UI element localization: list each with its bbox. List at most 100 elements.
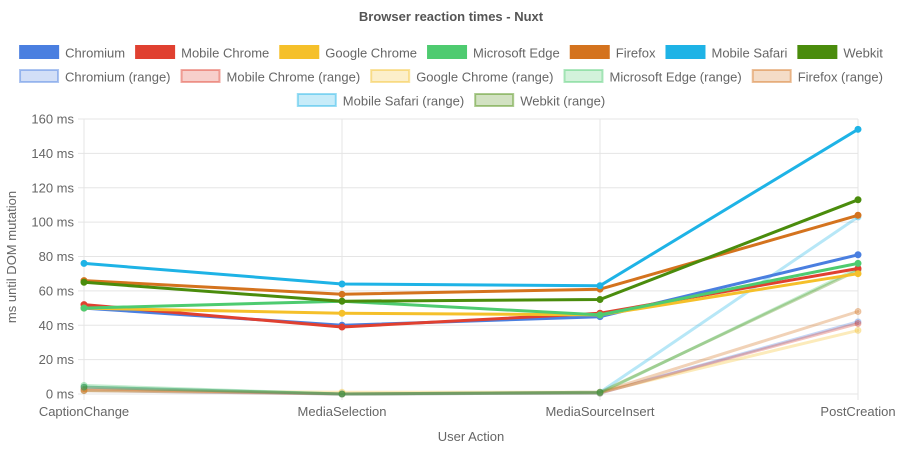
data-point xyxy=(80,259,88,267)
legend-swatch xyxy=(19,69,60,83)
series-line xyxy=(82,310,860,396)
legend-item-firefox[interactable]: Firefox xyxy=(569,45,656,61)
legend-label: Google Chrome (range) xyxy=(416,70,553,85)
series-firefox-range xyxy=(80,308,862,398)
series-line xyxy=(82,322,860,396)
legend-swatch xyxy=(569,45,610,59)
data-point xyxy=(854,270,862,278)
legend: Chromium Mobile Chrome Google Chrome Micros… xyxy=(19,45,883,109)
legend-item-google-chrome[interactable]: Google Chrome xyxy=(279,45,417,61)
data-point xyxy=(854,211,862,219)
legend-label: Mobile Safari xyxy=(711,46,787,61)
legend-item-webkit-range[interactable]: Webkit (range) xyxy=(474,93,605,109)
x-tick-label: CaptionChange xyxy=(39,404,129,419)
data-point xyxy=(80,387,88,395)
legend-item-webkit[interactable]: Webkit xyxy=(797,45,883,61)
legend-label: Microsoft Edge xyxy=(473,46,560,61)
data-point xyxy=(854,308,862,315)
x-tick-label: PostCreation xyxy=(820,404,895,419)
legend-item-chromium-range[interactable]: Chromium (range) xyxy=(19,69,171,85)
data-point xyxy=(80,304,88,312)
grid xyxy=(78,118,859,400)
legend-item-mobile-safari-range[interactable]: Mobile Safari (range) xyxy=(296,93,464,109)
data-point xyxy=(80,387,88,395)
legend-item-microsoft-edge[interactable]: Microsoft Edge xyxy=(427,45,560,61)
legend-swatch xyxy=(427,45,468,59)
series-line xyxy=(82,272,860,317)
legend-swatch xyxy=(180,69,221,83)
y-tick-label: 120 ms xyxy=(31,180,74,195)
data-point xyxy=(338,290,346,298)
legend-label: Webkit xyxy=(843,46,883,61)
data-point xyxy=(338,390,346,398)
legend-swatch xyxy=(296,93,337,107)
y-tick-label: 40 ms xyxy=(39,318,75,333)
legend-swatch xyxy=(370,69,411,83)
data-point xyxy=(854,125,862,133)
series-line xyxy=(82,198,860,303)
legend-item-firefox-range[interactable]: Firefox (range) xyxy=(751,69,883,85)
legend-item-microsoft-edge-range[interactable]: Microsoft Edge (range) xyxy=(563,69,742,85)
y-tick-label: 140 ms xyxy=(31,146,74,161)
data-point xyxy=(596,388,604,396)
legend-label: Google Chrome xyxy=(325,46,417,61)
data-point xyxy=(338,309,346,317)
legend-swatch xyxy=(563,69,604,83)
data-point xyxy=(80,387,88,395)
legend-label: Firefox xyxy=(616,46,656,61)
series-chromium-range xyxy=(80,318,862,398)
plot-area xyxy=(80,125,862,398)
data-point xyxy=(596,311,604,319)
x-axis: CaptionChange MediaSelection MediaSourceIn… xyxy=(39,404,896,419)
legend-label: Chromium xyxy=(65,46,125,61)
data-point xyxy=(338,280,346,288)
legend-label: Chromium (range) xyxy=(65,70,170,85)
data-point xyxy=(80,381,88,389)
series-line xyxy=(82,261,860,317)
series-line xyxy=(82,267,860,396)
legend-label: Mobile Safari (range) xyxy=(343,94,464,109)
legend-swatch xyxy=(665,45,706,59)
series-line xyxy=(82,267,860,329)
data-point xyxy=(596,388,604,396)
series-webkit xyxy=(80,196,862,305)
legend-swatch xyxy=(474,93,515,107)
legend-label: Webkit (range) xyxy=(520,94,605,109)
data-point xyxy=(338,390,346,398)
legend-item-mobile-chrome[interactable]: Mobile Chrome xyxy=(135,45,269,61)
data-point xyxy=(854,318,862,326)
data-point xyxy=(596,389,604,397)
data-point xyxy=(596,389,604,397)
legend-label: Microsoft Edge (range) xyxy=(609,70,741,85)
chart-title: Browser reaction times - Nuxt xyxy=(359,9,544,24)
y-tick-label: 0 ms xyxy=(46,387,75,402)
data-point xyxy=(854,196,862,204)
series-line xyxy=(82,268,860,396)
data-point xyxy=(338,388,346,396)
legend-swatch xyxy=(279,45,320,59)
x-axis-title: User Action xyxy=(438,429,504,444)
y-tick-label: 160 ms xyxy=(31,112,74,127)
legend-swatch xyxy=(751,69,792,83)
series-mobile-chrome-range xyxy=(80,320,862,398)
legend-label: Firefox (range) xyxy=(798,70,883,85)
data-point xyxy=(80,383,88,391)
legend-item-mobile-chrome-range[interactable]: Mobile Chrome (range) xyxy=(180,69,361,85)
y-tick-label: 100 ms xyxy=(31,215,74,230)
y-tick-label: 20 ms xyxy=(39,352,75,367)
data-point xyxy=(80,383,88,391)
series-line xyxy=(82,215,860,396)
legend-swatch xyxy=(19,45,60,59)
data-point xyxy=(338,390,346,398)
series-firefox xyxy=(80,211,862,298)
legend-swatch xyxy=(797,45,838,59)
series-mobile-chrome xyxy=(80,265,862,331)
legend-item-mobile-safari[interactable]: Mobile Safari xyxy=(665,45,787,61)
legend-item-google-chrome-range[interactable]: Google Chrome (range) xyxy=(370,69,553,85)
data-point xyxy=(854,320,862,328)
legend-label: Mobile Chrome xyxy=(181,46,269,61)
data-point xyxy=(854,251,862,259)
data-point xyxy=(338,390,346,398)
legend-item-chromium[interactable]: Chromium xyxy=(19,45,125,61)
